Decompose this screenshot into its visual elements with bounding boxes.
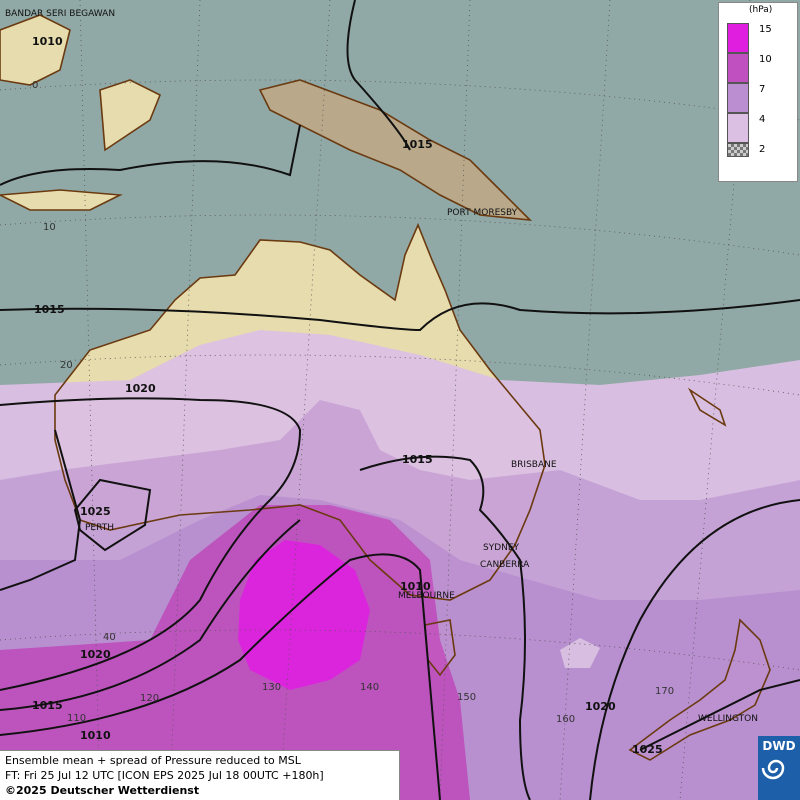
graticule-label: 110	[67, 713, 86, 724]
legend-label: 10	[759, 54, 772, 65]
isobar-label: 1020	[125, 382, 156, 395]
isobar-label: 1020	[585, 700, 616, 713]
graticule-label: 0	[32, 80, 38, 91]
graticule-label: 120	[140, 693, 159, 704]
isobar-label: 1025	[632, 743, 663, 756]
footer: Ensemble mean + spread of Pressure reduc…	[0, 750, 400, 800]
graticule-label: 10	[43, 222, 56, 233]
coastline	[0, 14, 771, 761]
legend-label: 2	[759, 144, 766, 155]
logo-text: DWD	[762, 739, 796, 753]
legend-swatch	[727, 83, 749, 113]
graticule-label: 140	[360, 682, 379, 693]
isobar-label: 1025	[80, 505, 111, 518]
graticule-label: 150	[457, 692, 476, 703]
graticule-label: 170	[655, 686, 674, 697]
graticule-label: 130	[262, 682, 281, 693]
place-label: BRISBANE	[511, 460, 557, 470]
dwd-logo: DWD	[758, 736, 800, 800]
place-label: MELBOURNE	[398, 591, 455, 601]
isobar-label: 1020	[80, 648, 111, 661]
place-label: PERTH	[85, 523, 114, 533]
legend-swatch	[727, 113, 749, 143]
legend-swatch	[727, 23, 749, 53]
isobar-label: 1015	[32, 699, 63, 712]
graticule-label: 160	[556, 714, 575, 725]
legend-label: 4	[759, 114, 766, 125]
isobar-label: 1015	[402, 138, 433, 151]
place-label: SYDNEY	[483, 543, 520, 553]
isobar-label: 1010	[400, 580, 431, 593]
legend-unit: (hPa)	[749, 5, 773, 15]
footer-forecast-time: FT: Fri 25 Jul 12 UTC [ICON EPS 2025 Jul…	[5, 769, 324, 782]
legend-label: 15	[759, 24, 772, 35]
graticule-label: 20	[60, 360, 73, 371]
legend: (hPa) 15 10 7 4 2	[718, 2, 798, 182]
isobar-label: 1015	[402, 453, 433, 466]
logo-swirl	[761, 759, 785, 780]
isobar-label: 1010	[80, 729, 111, 742]
place-label: CANBERRA	[480, 560, 530, 570]
isobar-label: 1015	[34, 303, 65, 316]
place-label: WELLINGTON	[698, 714, 758, 724]
place-label: PORT MORESBY	[447, 208, 518, 218]
legend-label: 7	[759, 84, 766, 95]
footer-title: Ensemble mean + spread of Pressure reduc…	[5, 754, 301, 767]
legend-swatch	[727, 53, 749, 83]
place-label: BANDAR SERI BEGAWAN	[5, 9, 115, 19]
isobar-label: 1010	[32, 35, 63, 48]
graticule-label: 40	[103, 632, 116, 643]
footer-copyright: ©2025 Deutscher Wetterdienst	[5, 784, 200, 797]
legend-swatch	[727, 143, 749, 157]
